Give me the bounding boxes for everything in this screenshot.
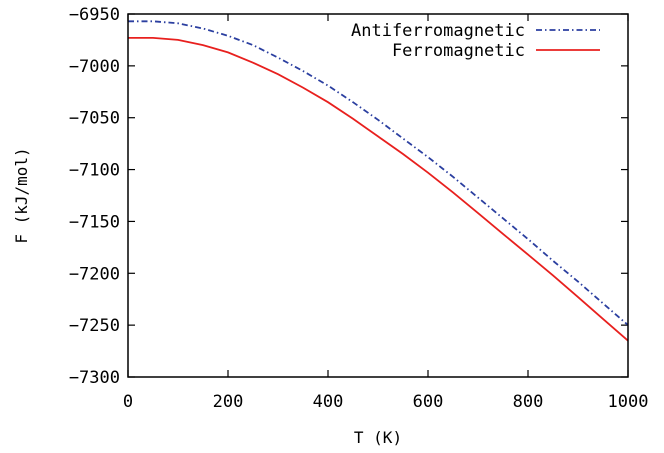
x-tick-label: 400 [313, 392, 344, 412]
y-tick-label: −7000 [69, 57, 120, 77]
legend-label: Ferromagnetic [392, 41, 525, 61]
y-axis-label: F (kJ/mol) [12, 147, 31, 243]
y-tick-label: −6950 [69, 5, 120, 25]
x-tick-label: 800 [513, 392, 544, 412]
x-tick-label: 0 [123, 392, 133, 412]
plot-frame [127, 13, 629, 378]
y-tick-label: −7300 [69, 368, 120, 388]
y-tick-label: −7150 [69, 212, 120, 232]
legend-label: Antiferromagnetic [351, 21, 525, 41]
ticks-layer: 0 200 400 600 800 1000 −6950 −7000 −7050 −7100 −71… [69, 5, 649, 412]
series-line-antiferromagnetic [128, 20, 629, 326]
series-layer [128, 20, 629, 342]
y-tick-label: −7250 [69, 316, 120, 336]
y-tick-label: −7200 [69, 264, 120, 284]
x-tick-label: 1000 [608, 392, 649, 412]
x-tick-label: 600 [413, 392, 444, 412]
x-axis-label: T (K) [354, 428, 402, 447]
series-line-ferromagnetic [128, 37, 629, 342]
y-tick-label: −7050 [69, 109, 120, 129]
x-tick-label: 200 [213, 392, 244, 412]
y-tick-label: −7100 [69, 161, 120, 181]
